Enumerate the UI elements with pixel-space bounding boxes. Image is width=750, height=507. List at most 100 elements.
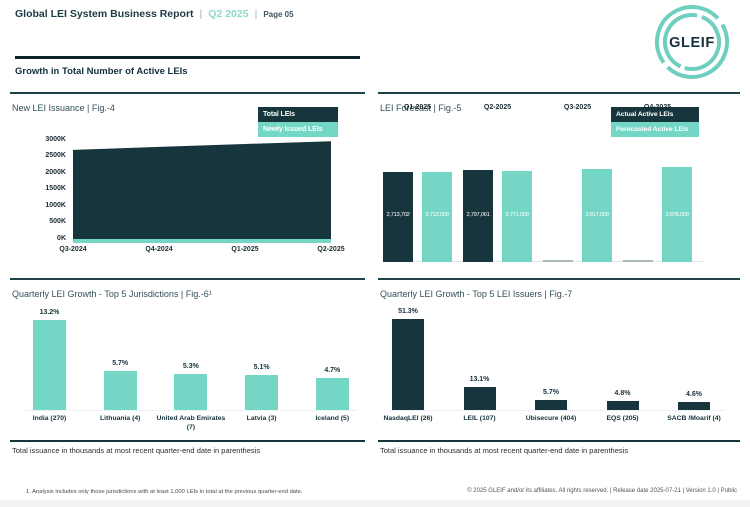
issuance-area-chart: [73, 141, 331, 243]
growth-bar: [535, 400, 567, 410]
category-label: Lithuania (4): [99, 415, 141, 422]
bar-value-label: 2,713,702: [386, 212, 410, 218]
growth-bar: [33, 320, 66, 410]
forecast-plot: Q1-2025 2,713,702 2,713,000 Q2-2025 2,797,06…: [383, 104, 718, 262]
percent-label: 13.2%: [39, 309, 60, 316]
percent-label: 5.7%: [543, 389, 559, 396]
ytick-label: 1000K: [45, 201, 66, 209]
percent-label: 4.7%: [324, 367, 341, 374]
bar-value-label: 2,817,000: [585, 212, 609, 218]
bottom-band: [0, 500, 750, 507]
panel-new-lei-issuance: New LEI Issuance | Fig.-4 Total LEIs New…: [10, 92, 365, 272]
panel-divider: [378, 440, 740, 442]
category-label: Ubisecure (404): [525, 415, 577, 422]
percent-label: 5.3%: [182, 363, 199, 370]
category-label: LEIL (107): [463, 415, 496, 422]
issuers-baseline: [390, 410, 725, 411]
legend-item-newly-issued-leis: Newly Issued LEIs: [258, 122, 338, 137]
legend-item-actual-active-leis: Actual Active LEIs: [611, 107, 699, 122]
xtick-label: Q3-2024: [59, 246, 87, 253]
forecast-bar-forecast: [662, 167, 692, 262]
category-label: Latvia (3): [246, 415, 277, 422]
chart-footnote: Total issuance in thousands at most rece…: [12, 446, 261, 455]
ytick-label: 2500K: [45, 152, 66, 159]
logo-text: GLEIF: [669, 35, 715, 51]
percent-label: 13.1%: [469, 376, 490, 383]
xtick-label: Q2-2025: [317, 246, 345, 253]
xtick-label: Q1-2025: [231, 246, 259, 253]
panel-title: LEI Forecast | Fig.-5: [380, 103, 462, 113]
section-title: Growth in Total Number of Active LEIs: [15, 66, 188, 77]
issuance-plot: [73, 140, 331, 243]
category-label: SACB /Moarif (4): [667, 415, 721, 422]
forecast-quarter-label: Q2-2025: [483, 104, 512, 111]
growth-bar: [315, 378, 349, 410]
newly-issued-strip: [73, 239, 331, 243]
issuers-plot: 51.3% NasdaqLEI (26) 13.1% LEIL (107) 5.7% Ub…: [378, 280, 740, 440]
forecast-bar-forecast: [582, 169, 612, 262]
growth-bar: [245, 375, 279, 410]
report-period: Q2 2025: [208, 8, 249, 20]
ytick-label: 500K: [49, 218, 66, 225]
forecast-quarter-label: Q3-2025: [563, 104, 592, 111]
forecast-bar-actual: [383, 172, 413, 262]
category-label: Iceland (5): [315, 415, 350, 422]
growth-bar: [103, 371, 137, 410]
panel-title: Quarterly LEI Growth - Top 5 Jurisdictio…: [12, 289, 212, 299]
forecast-bar-forecast: [502, 171, 532, 262]
title-separator: |: [199, 8, 203, 20]
panel-lei-forecast: LEI Forecast | Fig.-5 Actual Active LEIs…: [378, 92, 740, 272]
total-leis-area: [73, 141, 331, 239]
title-separator: |: [254, 8, 258, 20]
percent-label: 4.6%: [686, 391, 702, 398]
ytick-label: 1500K: [45, 185, 66, 192]
analysis-footnote: 1. Analysis includes only those jurisdic…: [26, 489, 303, 495]
forecast-legend: Actual Active LEIs Forecasted Active LEI…: [611, 107, 699, 137]
panel-divider: [10, 440, 365, 442]
report-header: Global LEI System Business Report | Q2 2…: [15, 8, 294, 20]
gleif-logo: GLEIF: [652, 1, 732, 81]
bar-value-label: 2,878,000: [665, 212, 689, 218]
percent-label: 5.7%: [112, 360, 129, 367]
forecast-bar-forecast: [422, 172, 452, 262]
growth-bar: [392, 319, 424, 410]
legend-item-forecasted-active-leis: Forecasted Active LEIs: [611, 122, 699, 137]
header-rule: [15, 56, 360, 59]
panel-title: Quarterly LEI Growth - Top 5 LEI Issuers…: [380, 289, 573, 299]
chart-footnote: Total issuance in thousands at most rece…: [380, 446, 629, 455]
forecast-bar-actual: [543, 260, 573, 262]
category-label: NasdaqLEI (26): [383, 415, 433, 422]
panel-top5-lei-issuers: Quarterly LEI Growth - Top 5 LEI Issuers…: [378, 278, 740, 455]
page-number: Page 05: [263, 10, 294, 19]
panel-top5-jurisdictions: Quarterly LEI Growth - Top 5 Jurisdictio…: [10, 278, 365, 455]
jurisdictions-baseline: [22, 410, 357, 411]
category-label: United Arab Emirates (7): [156, 415, 226, 432]
forecast-bar-actual: [623, 260, 653, 262]
percent-label: 5.1%: [253, 364, 270, 371]
ytick-label: 3000K: [45, 135, 66, 143]
growth-bar: [606, 401, 639, 410]
bar-value-label: 2,713,000: [425, 212, 449, 218]
category-label: EQS (205): [606, 415, 639, 422]
forecast-bar-actual: [463, 170, 493, 262]
xtick-label: Q4-2024: [145, 246, 173, 253]
copyright-line: © 2025 GLEIF and/or its affiliates. All …: [467, 488, 737, 494]
ytick-label: 0K: [57, 234, 66, 242]
logo-rings-icon: GLEIF: [655, 5, 729, 79]
panel-title: New LEI Issuance | Fig.-4: [12, 103, 115, 113]
legend-item-total-leis: Total LEIs: [258, 107, 338, 122]
bar-value-label: 2,771,000: [505, 212, 529, 218]
forecast-quarter-label: Q4-2025: [643, 104, 672, 111]
growth-bar: [463, 387, 496, 410]
ytick-label: 2000K: [45, 168, 66, 176]
growth-bar: [174, 374, 208, 410]
growth-bar: [678, 402, 710, 410]
category-label: India (270): [32, 415, 67, 422]
report-title: Global LEI System Business Report: [15, 8, 194, 20]
jurisdictions-plot: 13.2% India (270) 5.7% Lithuania (4) 5.3% Uni…: [10, 280, 365, 440]
percent-label: 4.8%: [614, 390, 631, 397]
percent-label: 51.3%: [398, 308, 418, 315]
issuance-legend: Total LEIs Newly Issued LEIs: [258, 107, 338, 137]
bar-value-label: 2,797,061: [466, 212, 490, 218]
